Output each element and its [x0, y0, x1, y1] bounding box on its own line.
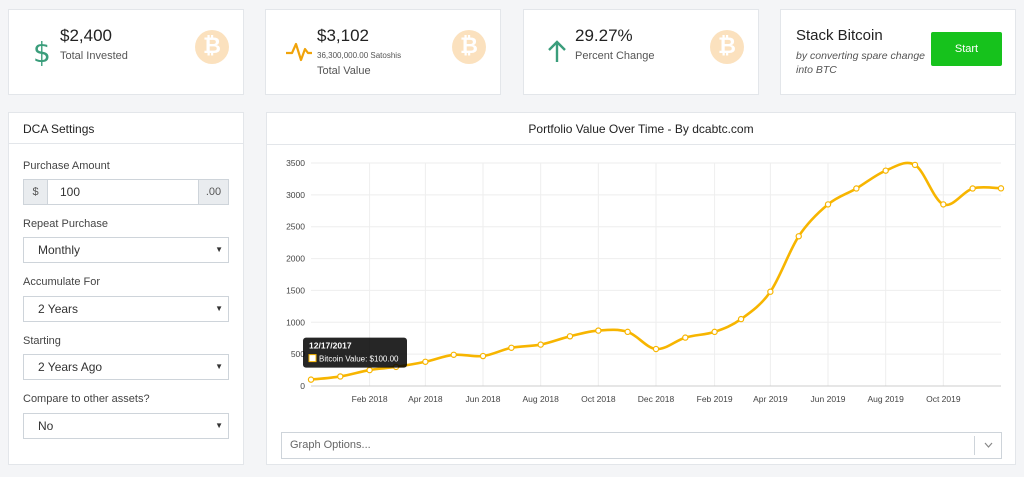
total-value-label: Total Value [317, 65, 371, 77]
repeat-purchase-value: Monthly [38, 243, 81, 257]
caret-down-icon: ▼ [215, 304, 223, 313]
pulse-icon [286, 42, 312, 62]
purchase-amount-input[interactable]: 100 [60, 185, 81, 199]
compare-assets-value: No [38, 419, 54, 433]
data-point [767, 288, 774, 295]
data-point [682, 334, 689, 341]
y-tick-label: 3000 [286, 190, 305, 200]
caret-down-icon: ▼ [215, 362, 223, 371]
accumulate-for-value: 2 Years [38, 302, 79, 316]
data-point [652, 345, 660, 353]
x-tick-label: Jun 2018 [466, 394, 501, 404]
data-point [940, 201, 947, 208]
dollar-icon: $ [33, 36, 51, 66]
percent-change-label: Percent Change [575, 50, 655, 62]
data-point [366, 366, 373, 374]
graph-options-toggle[interactable] [974, 436, 1001, 455]
chart-title: Portfolio Value Over Time - By dcabtc.co… [528, 122, 754, 136]
total-invested-card: $ $2,400 Total Invested ₿ [8, 9, 244, 95]
data-point [479, 352, 487, 360]
x-tick-label: Oct 2019 [926, 394, 961, 404]
x-tick-label: Apr 2018 [408, 394, 443, 404]
percent-change-value: 29.27% [575, 26, 633, 45]
purchase-amount-field[interactable]: $ 100 .00 [23, 179, 229, 205]
y-tick-label: 2000 [286, 254, 305, 264]
satoshis-value: 36,300,000.00 Satoshis [317, 51, 402, 60]
x-tick-label: Feb 2019 [697, 394, 733, 404]
data-point [307, 376, 315, 383]
data-point [795, 233, 802, 240]
arrow-up-icon [548, 40, 566, 62]
chevron-down-icon [984, 442, 993, 448]
bitcoin-logo-icon: ₿ [195, 30, 229, 64]
tooltip-swatch [308, 354, 317, 363]
portfolio-value-chart[interactable]: 0 500 1000 1500 2000 2500 3000 3500 Feb 2018 Apr … [267, 145, 1015, 415]
total-invested-label: Total Invested [60, 50, 128, 62]
total-invested-value: $2,400 [60, 26, 112, 45]
data-point [508, 344, 515, 351]
y-tick-label: 1000 [286, 317, 305, 327]
tooltip-label: Bitcoin Value: $100.00 [319, 355, 399, 364]
portfolio-chart-panel: Portfolio Value Over Time - By dcabtc.co… [266, 112, 1016, 465]
caret-down-icon: ▼ [215, 245, 223, 254]
x-tick-label: Aug 2019 [867, 394, 904, 404]
data-point [737, 315, 745, 323]
y-tick-label: 500 [291, 349, 305, 359]
data-point [624, 328, 631, 336]
data-point [824, 201, 832, 208]
x-tick-label: Jun 2019 [811, 394, 846, 404]
y-tick-label: 0 [300, 381, 305, 391]
data-point [853, 185, 860, 192]
repeat-purchase-label: Repeat Purchase [23, 218, 108, 230]
stack-bitcoin-title: Stack Bitcoin [796, 27, 883, 44]
graph-options-placeholder: Graph Options... [290, 439, 371, 451]
data-point [911, 161, 919, 169]
start-button[interactable]: Start [931, 32, 1002, 66]
stack-bitcoin-subtitle: by converting spare change into BTC [796, 50, 925, 76]
svg-text:$: $ [33, 36, 51, 66]
accumulate-for-select[interactable]: 2 Years ▼ [23, 296, 229, 322]
repeat-purchase-select[interactable]: Monthly ▼ [23, 237, 229, 263]
caret-down-icon: ▼ [215, 421, 223, 430]
starting-select[interactable]: 2 Years Ago ▼ [23, 354, 229, 380]
data-point [882, 167, 889, 174]
starting-label: Starting [23, 335, 61, 347]
x-tick-label: Apr 2019 [753, 394, 788, 404]
x-tick-label: Aug 2018 [522, 394, 559, 404]
bitcoin-logo-icon: ₿ [452, 30, 486, 64]
data-point [566, 333, 574, 340]
data-point [595, 327, 602, 334]
stack-bitcoin-card: Stack Bitcoin by converting spare change… [780, 9, 1016, 95]
data-point [337, 373, 344, 380]
graph-options-select[interactable]: Graph Options... [281, 432, 1002, 459]
accumulate-for-label: Accumulate For [23, 276, 101, 288]
y-tick-label: 3500 [286, 158, 305, 168]
data-point [450, 351, 457, 358]
data-point [537, 341, 544, 348]
purchase-amount-label: Purchase Amount [23, 160, 110, 172]
x-tick-label: Dec 2018 [638, 394, 675, 404]
y-tick-label: 1500 [286, 285, 305, 295]
starting-value: 2 Years Ago [38, 360, 103, 374]
y-tick-label: 2500 [286, 222, 305, 232]
compare-assets-label: Compare to other assets? [23, 393, 150, 405]
data-point [422, 358, 429, 365]
bitcoin-logo-icon: ₿ [710, 30, 744, 64]
dca-settings-panel: DCA Settings Purchase Amount $ 100 .00 R… [8, 112, 244, 465]
dca-settings-title: DCA Settings [9, 113, 243, 144]
total-value-value: $3,102 [317, 26, 369, 45]
x-tick-label: Oct 2018 [581, 394, 616, 404]
data-point [711, 328, 718, 336]
amount-suffix: .00 [198, 180, 228, 204]
percent-change-card: 29.27% Percent Change ₿ [523, 9, 759, 95]
chart-divider [267, 144, 1015, 145]
tooltip-date: 12/17/2017 [309, 341, 352, 351]
data-point [997, 185, 1005, 192]
compare-assets-select[interactable]: No ▼ [23, 413, 229, 439]
tooltip-box [303, 337, 407, 368]
x-tick-label: Feb 2018 [352, 394, 388, 404]
currency-prefix: $ [24, 180, 48, 204]
total-value-card: $3,102 36,300,000.00 Satoshis Total Valu… [265, 9, 501, 95]
data-point [969, 185, 976, 192]
